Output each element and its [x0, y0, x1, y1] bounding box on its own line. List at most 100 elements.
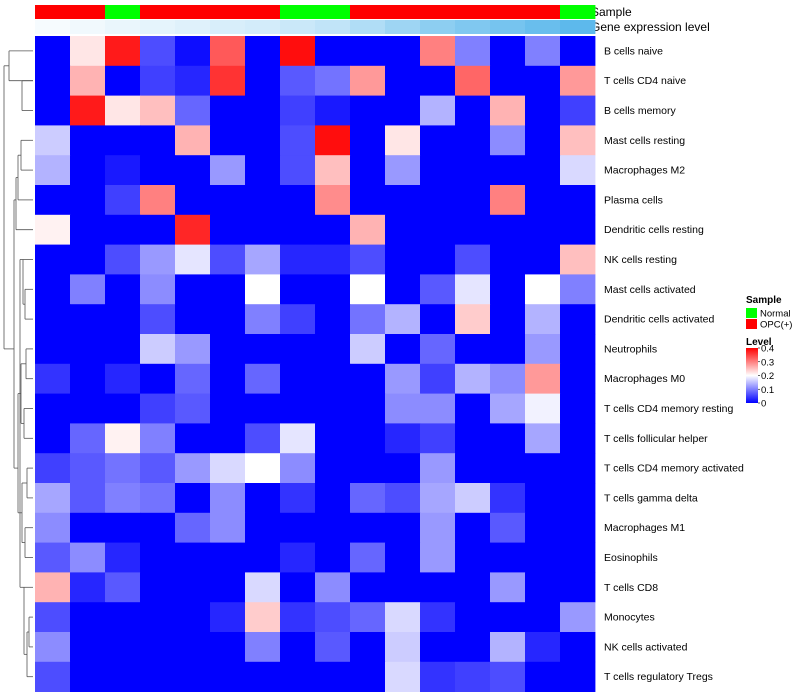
- heatmap-cell: [175, 632, 210, 662]
- heatmap-cell: [105, 513, 140, 543]
- heatmap-cell: [455, 274, 490, 304]
- sample-annotation-cell: [560, 5, 595, 19]
- heatmap-cell: [175, 304, 210, 334]
- heatmap-cell: [420, 66, 455, 96]
- heatmap-cell: [490, 662, 525, 692]
- heatmap-cell: [140, 543, 175, 573]
- heatmap-cell: [280, 602, 315, 632]
- heatmap-cell: [35, 572, 70, 602]
- column-annotations: Sample Gene expression level: [35, 5, 710, 34]
- heatmap-cell: [525, 155, 560, 185]
- heatmap-cell: [350, 66, 385, 96]
- row-label: NK cells activated: [604, 641, 688, 653]
- heatmap-cell: [70, 66, 105, 96]
- heatmap-cell: [280, 155, 315, 185]
- heatmap-cells: [35, 36, 595, 692]
- heatmap-cell: [350, 274, 385, 304]
- heatmap-cell: [210, 274, 245, 304]
- heatmap-cell: [560, 96, 595, 126]
- heatmap-cell: [245, 185, 280, 215]
- row-label: NK cells resting: [604, 254, 677, 266]
- sample-annotation-cell: [315, 5, 350, 19]
- heatmap-cell: [560, 483, 595, 513]
- gene-expression-annotation-cell: [455, 20, 490, 34]
- heatmap-cell: [70, 155, 105, 185]
- heatmap-cell: [70, 453, 105, 483]
- heatmap-cell: [420, 245, 455, 275]
- heatmap-cell: [315, 185, 350, 215]
- heatmap-cell: [35, 245, 70, 275]
- heatmap-cell: [175, 602, 210, 632]
- heatmap-cell: [420, 483, 455, 513]
- heatmap-cell: [105, 125, 140, 155]
- row-label: T cells gamma delta: [604, 492, 698, 504]
- level-tick-label: 0.3: [761, 357, 774, 368]
- heatmap-cell: [315, 36, 350, 66]
- heatmap-cell: [35, 155, 70, 185]
- heatmap-cell: [525, 185, 560, 215]
- heatmap-cell: [280, 632, 315, 662]
- gene-expression-annotation-cell: [560, 20, 595, 34]
- heatmap-cell: [350, 572, 385, 602]
- heatmap-cell: [105, 423, 140, 453]
- heatmap-cell: [175, 364, 210, 394]
- level-tick-label: 0.2: [761, 371, 774, 382]
- heatmap-cell: [210, 364, 245, 394]
- heatmap-cell: [525, 304, 560, 334]
- heatmap-cell: [315, 572, 350, 602]
- heatmap-cell: [245, 423, 280, 453]
- heatmap-cell: [385, 572, 420, 602]
- heatmap-cell: [70, 334, 105, 364]
- heatmap-cell: [525, 245, 560, 275]
- heatmap-cell: [140, 304, 175, 334]
- heatmap-cell: [315, 364, 350, 394]
- heatmap-cell: [420, 185, 455, 215]
- heatmap-cell: [210, 662, 245, 692]
- row-label: Eosinophils: [604, 552, 658, 564]
- heatmap-cell: [175, 125, 210, 155]
- heatmap-cell: [525, 364, 560, 394]
- heatmap-cell: [560, 572, 595, 602]
- heatmap-cell: [385, 632, 420, 662]
- heatmap-cell: [490, 453, 525, 483]
- heatmap-cell: [490, 96, 525, 126]
- sample-legend-swatch: [746, 319, 757, 329]
- heatmap-cell: [315, 662, 350, 692]
- heatmap-cell: [70, 125, 105, 155]
- row-labels: B cells naiveT cells CD4 naiveB cells me…: [604, 45, 744, 683]
- heatmap-cell: [140, 215, 175, 245]
- level-tick-label: 0.4: [761, 344, 774, 355]
- row-label: Plasma cells: [604, 194, 663, 206]
- heatmap-cell: [35, 602, 70, 632]
- heatmap-cell: [70, 394, 105, 424]
- heatmap-cell: [560, 125, 595, 155]
- heatmap-cell: [490, 274, 525, 304]
- heatmap-cell: [105, 453, 140, 483]
- heatmap-cell: [280, 394, 315, 424]
- heatmap-cell: [35, 36, 70, 66]
- heatmap-cell: [70, 185, 105, 215]
- sample-annotation-cell: [140, 5, 175, 19]
- heatmap-cell: [175, 394, 210, 424]
- heatmap-cell: [525, 632, 560, 662]
- heatmap-cell: [105, 543, 140, 573]
- heatmap-cell: [455, 304, 490, 334]
- heatmap-cell: [420, 304, 455, 334]
- heatmap-cell: [280, 215, 315, 245]
- heatmap-cell: [385, 334, 420, 364]
- heatmap-cell: [140, 36, 175, 66]
- heatmap-cell: [490, 602, 525, 632]
- heatmap-cell: [455, 483, 490, 513]
- sample-annotation-cell: [490, 5, 525, 19]
- heatmap-cell: [140, 572, 175, 602]
- heatmap-cell: [490, 304, 525, 334]
- heatmap-cell: [490, 334, 525, 364]
- heatmap-cell: [280, 245, 315, 275]
- heatmap-cell: [560, 632, 595, 662]
- heatmap-cell: [210, 245, 245, 275]
- heatmap-cell: [420, 602, 455, 632]
- heatmap-cell: [35, 543, 70, 573]
- row-label: T cells regulatory Tregs: [604, 671, 713, 683]
- heatmap-cell: [105, 662, 140, 692]
